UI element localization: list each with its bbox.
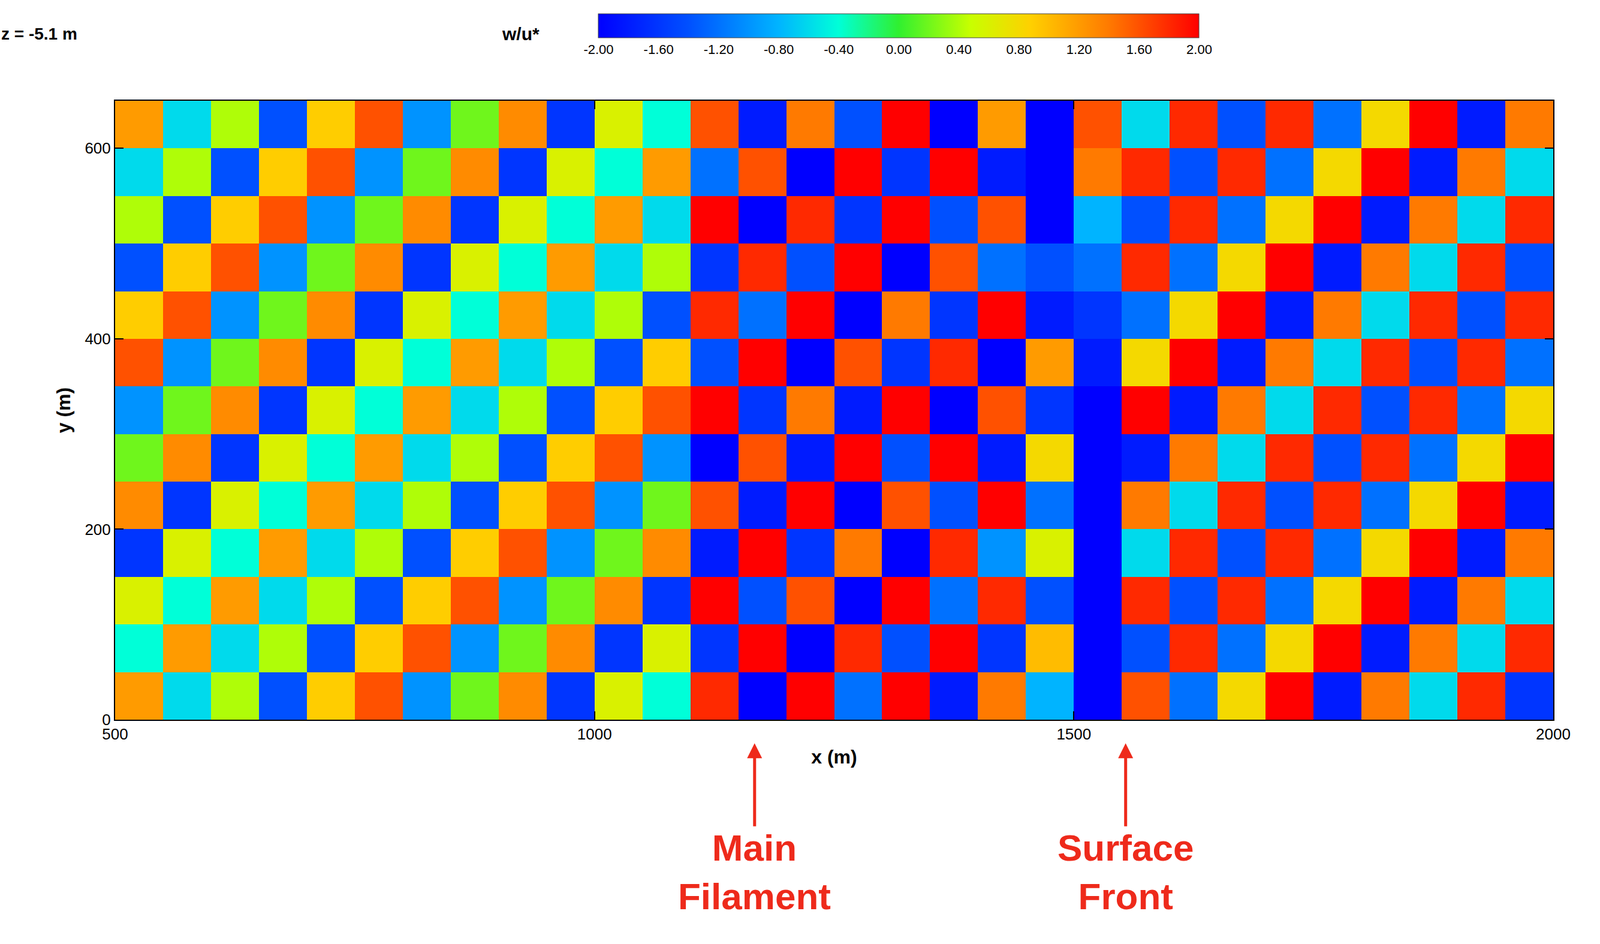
svg-text:-2.00: -2.00 [583, 41, 614, 57]
svg-text:1000: 1000 [577, 724, 613, 743]
svg-text:1.60: 1.60 [1126, 41, 1153, 57]
svg-text:y (m): y (m) [52, 387, 75, 433]
svg-text:2.00: 2.00 [1186, 41, 1213, 57]
svg-text:400: 400 [84, 329, 111, 348]
svg-text:-0.80: -0.80 [763, 41, 794, 57]
svg-text:w/u*: w/u* [501, 23, 540, 44]
svg-text:500: 500 [101, 724, 128, 743]
svg-text:600: 600 [84, 139, 111, 158]
svg-text:200: 200 [84, 520, 111, 539]
svg-text:-1.20: -1.20 [703, 41, 734, 57]
svg-text:-0.40: -0.40 [823, 41, 854, 57]
svg-text:SurfaceFront: SurfaceFront [1057, 826, 1194, 917]
svg-text:0.40: 0.40 [945, 41, 972, 57]
svg-text:z = -5.1 m: z = -5.1 m [1, 24, 78, 44]
svg-text:0: 0 [101, 710, 111, 729]
svg-text:x (m): x (m) [811, 745, 857, 768]
svg-text:1.20: 1.20 [1066, 41, 1093, 57]
svg-text:2000: 2000 [1535, 724, 1571, 743]
svg-text:-1.60: -1.60 [643, 41, 674, 57]
svg-text:0.00: 0.00 [886, 41, 912, 57]
svg-text:1500: 1500 [1056, 724, 1092, 743]
svg-text:0.80: 0.80 [1005, 41, 1032, 57]
svg-text:MainFilament: MainFilament [678, 826, 831, 917]
